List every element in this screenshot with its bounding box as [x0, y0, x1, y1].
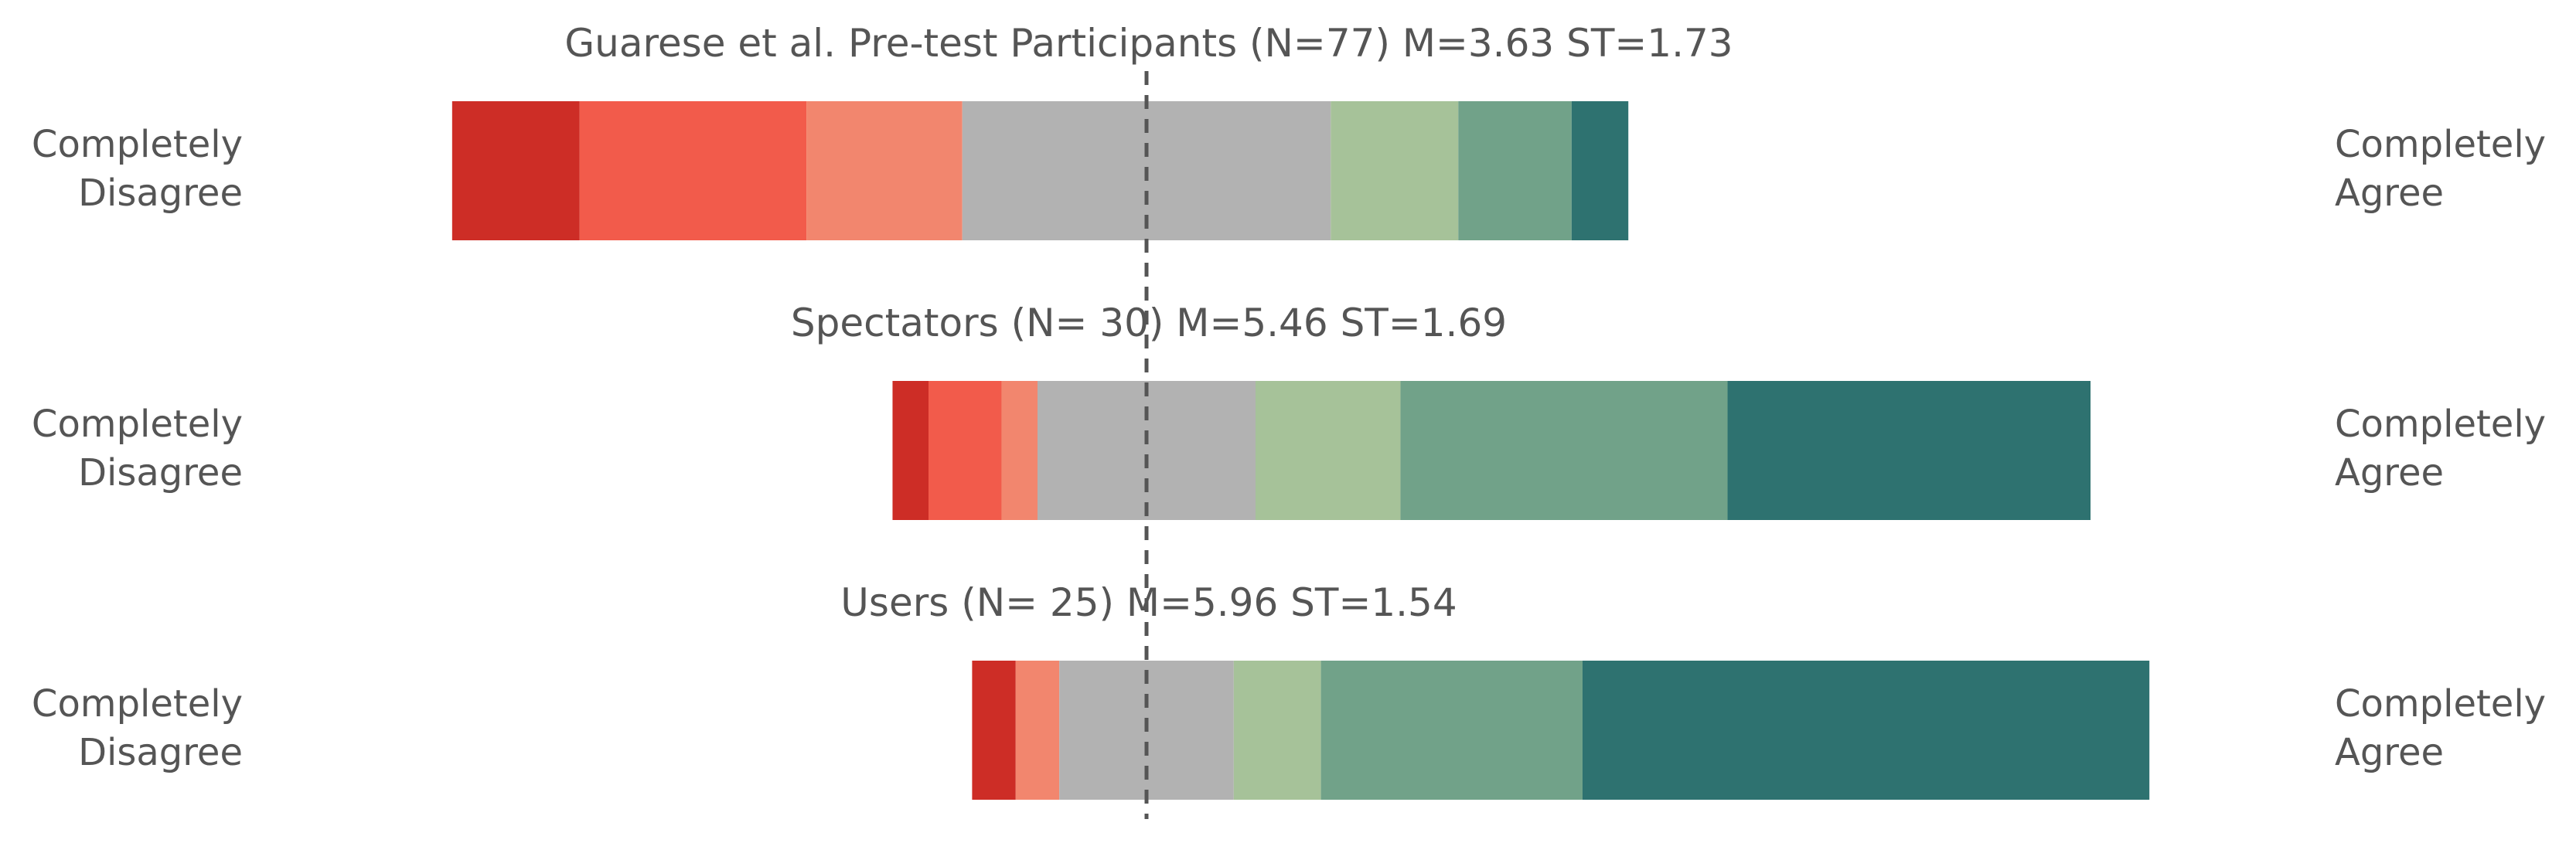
bar-segment-level-5: [1331, 101, 1459, 240]
bar-segment-level-6: [1400, 381, 1728, 520]
bar-segment-level-2: [579, 101, 807, 240]
bar-segment-level-1: [892, 381, 929, 520]
scale-right-label-2: Agree: [2335, 731, 2444, 774]
group-title-1: Guarese et al. Pre-test Participants (N=…: [564, 21, 1733, 66]
group-title-3: Users (N= 25) M=5.96 ST=1.54: [840, 580, 1457, 625]
bar-group-2: [892, 381, 2091, 520]
bar-segment-level-6: [1320, 661, 1583, 800]
scale-right-label-2: Agree: [2335, 451, 2444, 495]
scale-right-label-1: Completely: [2335, 123, 2546, 166]
bars-layer: [451, 101, 2150, 800]
scale-right-label-2: Agree: [2335, 172, 2444, 215]
bar-segment-level-3: [806, 101, 963, 240]
scale-left-label-2: Disagree: [78, 451, 243, 495]
bar-segment-level-7: [1727, 381, 2091, 520]
bar-segment-level-1: [972, 661, 1016, 800]
bar-group-3: [972, 661, 2150, 800]
bar-segment-level-4: [1038, 381, 1256, 520]
bar-segment-level-7: [1571, 101, 1629, 240]
scale-left-label-2: Disagree: [78, 731, 243, 774]
bar-group-1: [451, 101, 1629, 240]
bar-segment-level-6: [1458, 101, 1572, 240]
labels-layer: Guarese et al. Pre-test Participants (N=…: [32, 21, 2546, 774]
scale-right-label-1: Completely: [2335, 403, 2546, 446]
bar-segment-level-5: [1233, 661, 1321, 800]
scale-right-label-1: Completely: [2335, 682, 2546, 726]
bar-segment-level-2: [929, 381, 1002, 520]
bar-segment-level-7: [1583, 661, 2150, 800]
scale-left-label-1: Completely: [32, 682, 243, 726]
bar-segment-level-3: [1015, 661, 1060, 800]
bar-segment-level-5: [1256, 381, 1401, 520]
scale-left-label-1: Completely: [32, 123, 243, 166]
group-title-2: Spectators (N= 30) M=5.46 ST=1.69: [791, 301, 1507, 345]
scale-left-label-1: Completely: [32, 403, 243, 446]
scale-left-label-2: Disagree: [78, 172, 243, 215]
bar-segment-level-1: [451, 101, 580, 240]
bar-segment-level-3: [1001, 381, 1038, 520]
